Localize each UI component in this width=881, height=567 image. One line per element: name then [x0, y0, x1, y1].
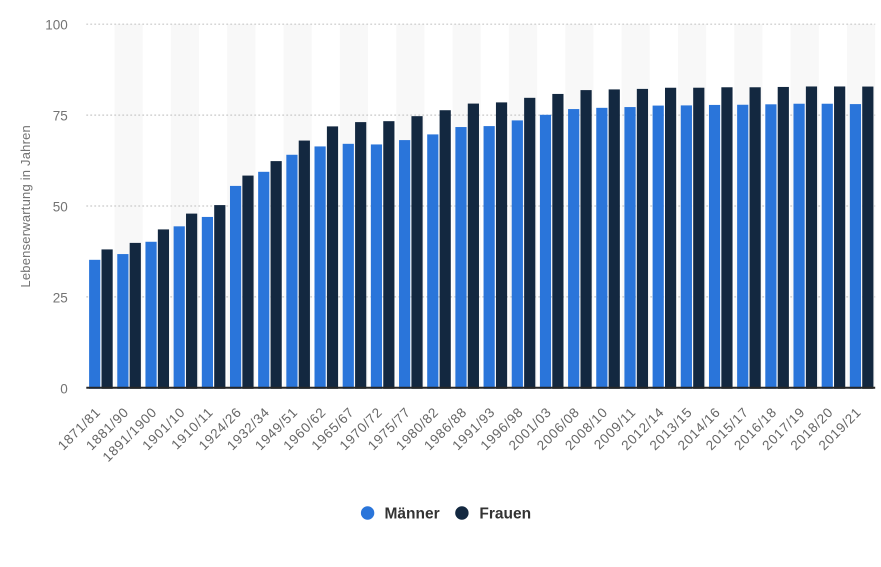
svg-text:0: 0	[60, 381, 68, 396]
svg-text:Lebenserwartung in Jahren: Lebenserwartung in Jahren	[18, 125, 33, 288]
svg-text:50: 50	[53, 200, 68, 215]
svg-text:Männer: Männer	[385, 506, 440, 523]
svg-text:25: 25	[53, 290, 68, 305]
svg-text:100: 100	[45, 18, 68, 33]
svg-text:Frauen: Frauen	[479, 506, 531, 523]
svg-text:75: 75	[53, 109, 68, 124]
